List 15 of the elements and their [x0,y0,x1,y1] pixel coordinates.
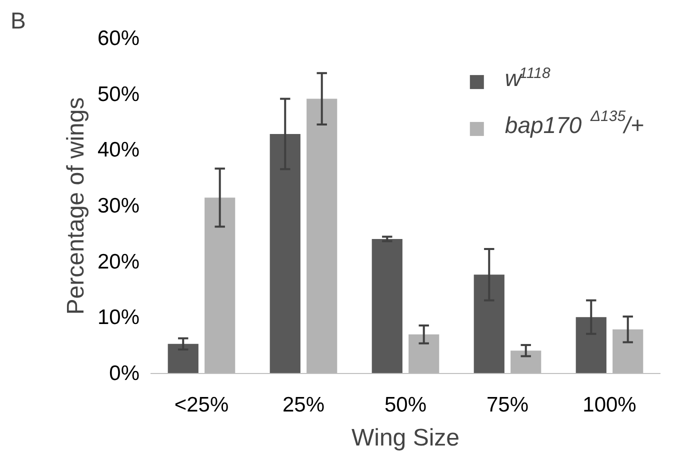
x-tick-label: 50% [384,394,427,416]
x-tick-label: 75% [486,394,529,416]
y-tick-label: 60% [97,27,140,50]
y-tick-label: 10% [97,306,140,330]
y-tick-label: 50% [97,82,140,106]
x-tick-label: 100% [582,394,636,416]
x-tick-label: 25% [282,394,325,416]
y-tick-label: 20% [97,250,140,274]
text: B [10,8,26,34]
y-tick-label: 30% [97,194,140,218]
y-tick-label: 0% [109,362,140,385]
y-tick-label: 40% [97,138,140,162]
y-axis-title: Percentage of wings [62,97,90,315]
x-axis-title: Wing Size [351,424,460,452]
x-tick-label: <25% [174,394,229,416]
